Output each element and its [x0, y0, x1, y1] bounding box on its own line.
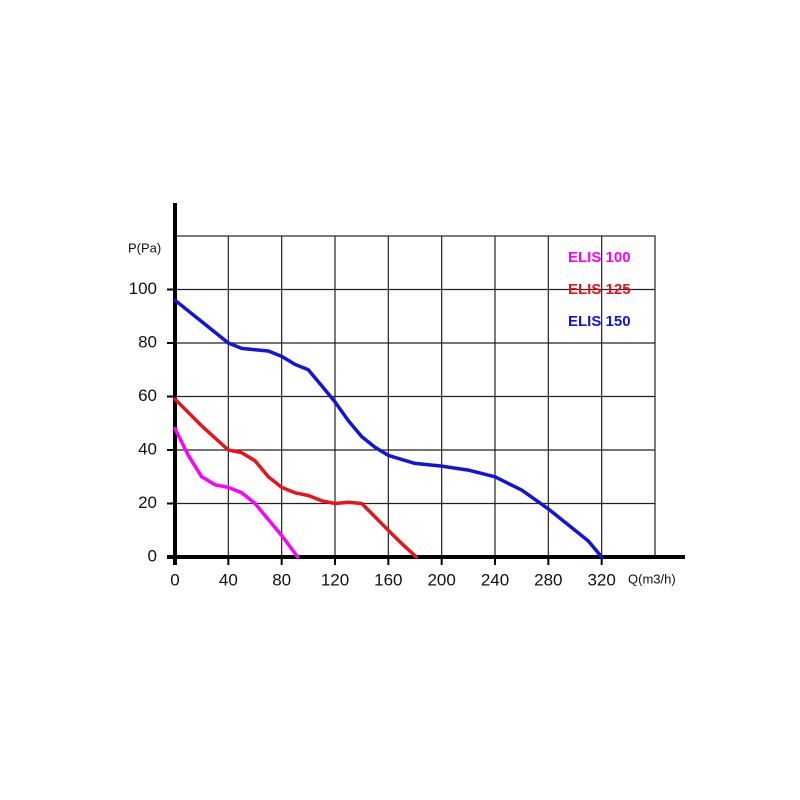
- x-tick-label: 240: [481, 570, 509, 589]
- legend-entry: ELIS 150: [568, 313, 631, 330]
- x-tick-label: 80: [272, 570, 291, 589]
- y-tick-label: 0: [148, 546, 157, 565]
- x-tick-label: 0: [170, 570, 179, 589]
- y-tick-label: 40: [138, 439, 157, 458]
- legend-entry: ELIS 100: [568, 249, 631, 266]
- y-tick-label: 80: [138, 332, 157, 351]
- x-tick-label: 200: [427, 570, 455, 589]
- series-line: [173, 298, 604, 559]
- x-tick-label: 160: [374, 570, 402, 589]
- series-line: [173, 397, 419, 559]
- x-axis-label: Q(m3/h): [628, 571, 676, 586]
- y-tick-label: 100: [129, 279, 157, 298]
- x-tick-label: 320: [587, 570, 615, 589]
- x-tick-label: 120: [321, 570, 349, 589]
- y-tick-label: 20: [138, 493, 157, 512]
- y-axis-label: P(Pa): [128, 240, 161, 255]
- x-tick-label: 40: [219, 570, 238, 589]
- x-tick-label: 280: [534, 570, 562, 589]
- series-line: [173, 426, 300, 559]
- y-tick-label: 60: [138, 386, 157, 405]
- legend-entry: ELIS 125: [568, 281, 631, 298]
